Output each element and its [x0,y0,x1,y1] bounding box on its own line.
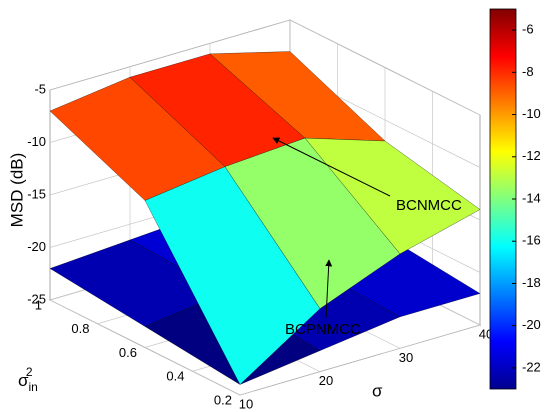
surfaces [49,51,481,385]
colorbar-tick-label: -10 [522,106,541,121]
colorbar-tick-label: -16 [522,233,541,248]
colorbar-tick-label: -8 [522,64,534,79]
colorbar-tick-label: -12 [522,148,541,163]
annotation-arrow [272,137,391,197]
colorbar-tick-label: -22 [522,359,541,374]
y-tick-label: 0.6 [119,345,137,360]
x-axis-label: σ [372,381,383,400]
y-tick-label: 1 [35,297,42,312]
x-tick-label: 20 [319,373,333,388]
annotation-arrow [325,259,333,319]
y-label-sup: 2 [26,365,33,379]
annotation: BCPNMCC [285,321,361,338]
y-label-sub: in [29,380,38,394]
colorbar-tick-label: -14 [522,190,541,205]
z-tick-label: -25 [27,291,46,306]
z-tick-label: -20 [27,239,46,254]
y-axis-label: σin2 [18,365,38,394]
y-tick-label: 0.4 [166,369,184,384]
y-label-main: σ [18,371,29,390]
colorbar-tick-label: -18 [522,275,541,290]
grid-line [49,19,291,91]
annotation: BCNMCC [396,197,462,214]
colorbar-tick-label: -6 [522,22,534,37]
z-tick-label: -5 [34,81,46,96]
grid-line [239,324,481,396]
x-tick-label: 30 [399,350,413,365]
x-tick-label: 10 [239,396,253,411]
y-tick-label: 0.8 [71,321,89,336]
colorbar-tick-label: -20 [522,317,541,332]
z-axis-label: MSD (dB) [7,153,26,228]
grid-line [289,19,481,116]
z-tick-label: -15 [27,186,46,201]
surface-face [304,137,481,255]
z-tick-label: -10 [27,134,46,149]
y-tick-label: 0.2 [214,392,232,407]
